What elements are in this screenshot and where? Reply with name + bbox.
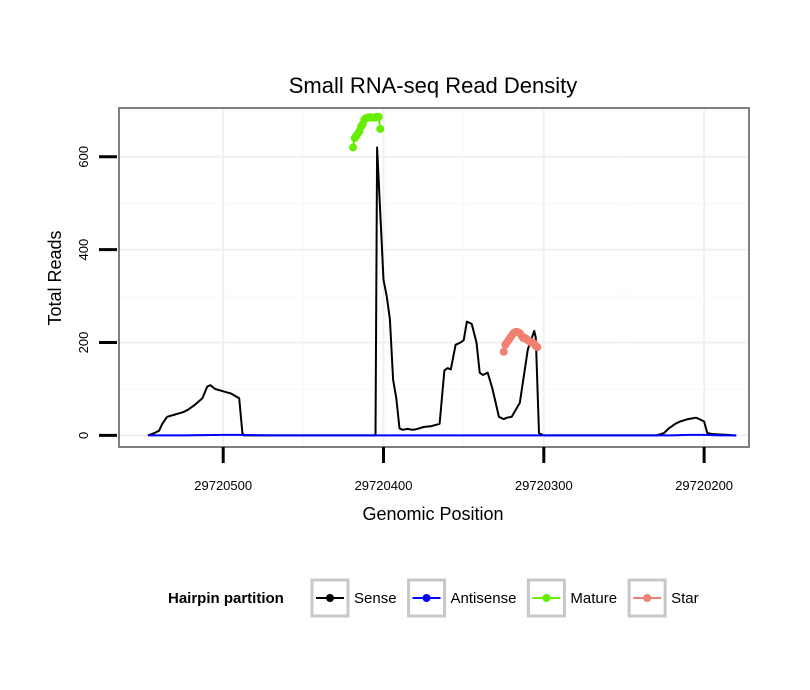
series-line-antisense (147, 433, 737, 437)
legend: Hairpin partition Sense Antisense Mature St… (168, 578, 699, 618)
legend-key-point (422, 594, 431, 602)
x-tick-label: 29720400 (355, 478, 413, 493)
legend-label-antisense: Antisense (451, 590, 517, 607)
plot-panel-background (119, 108, 749, 447)
x-tick-label: 29720300 (515, 478, 573, 493)
x-tick-label: 29720200 (675, 478, 733, 493)
grid-lines (119, 108, 749, 447)
plot-panel-border (118, 107, 750, 448)
legend-key-point (643, 594, 652, 602)
x-tick-label: 29720500 (194, 478, 252, 493)
y-axis-label: Total Reads (45, 230, 65, 325)
series-points (349, 112, 542, 356)
y-tick-label: 400 (76, 239, 91, 261)
y-tick-label: 200 (76, 332, 91, 354)
legend-label-sense: Sense (354, 590, 397, 607)
legend-item-star: Star (627, 578, 699, 618)
legend-label-star: Star (671, 590, 699, 607)
data-point-mature (349, 143, 358, 152)
legend-title: Hairpin partition (168, 590, 284, 607)
x-axis: 29720500 29720400 29720300 29720200 (194, 447, 733, 493)
legend-key-point (542, 594, 551, 602)
y-tick-label: 600 (76, 146, 91, 168)
legend-item-antisense: Antisense (407, 578, 517, 618)
x-axis-label: Genomic Position (362, 504, 503, 524)
data-point-mature (376, 124, 385, 133)
y-axis: 0 200 400 600 (76, 146, 117, 439)
data-point-star (499, 347, 508, 356)
legend-item-mature: Mature (526, 578, 617, 618)
legend-item-sense: Sense (310, 578, 397, 618)
y-tick-label: 0 (76, 432, 91, 439)
legend-key-point (326, 594, 334, 602)
legend-label-mature: Mature (570, 590, 617, 607)
data-point-star (533, 343, 542, 352)
chart-title: Small RNA-seq Read Density (289, 73, 578, 98)
data-point-mature (374, 112, 383, 121)
